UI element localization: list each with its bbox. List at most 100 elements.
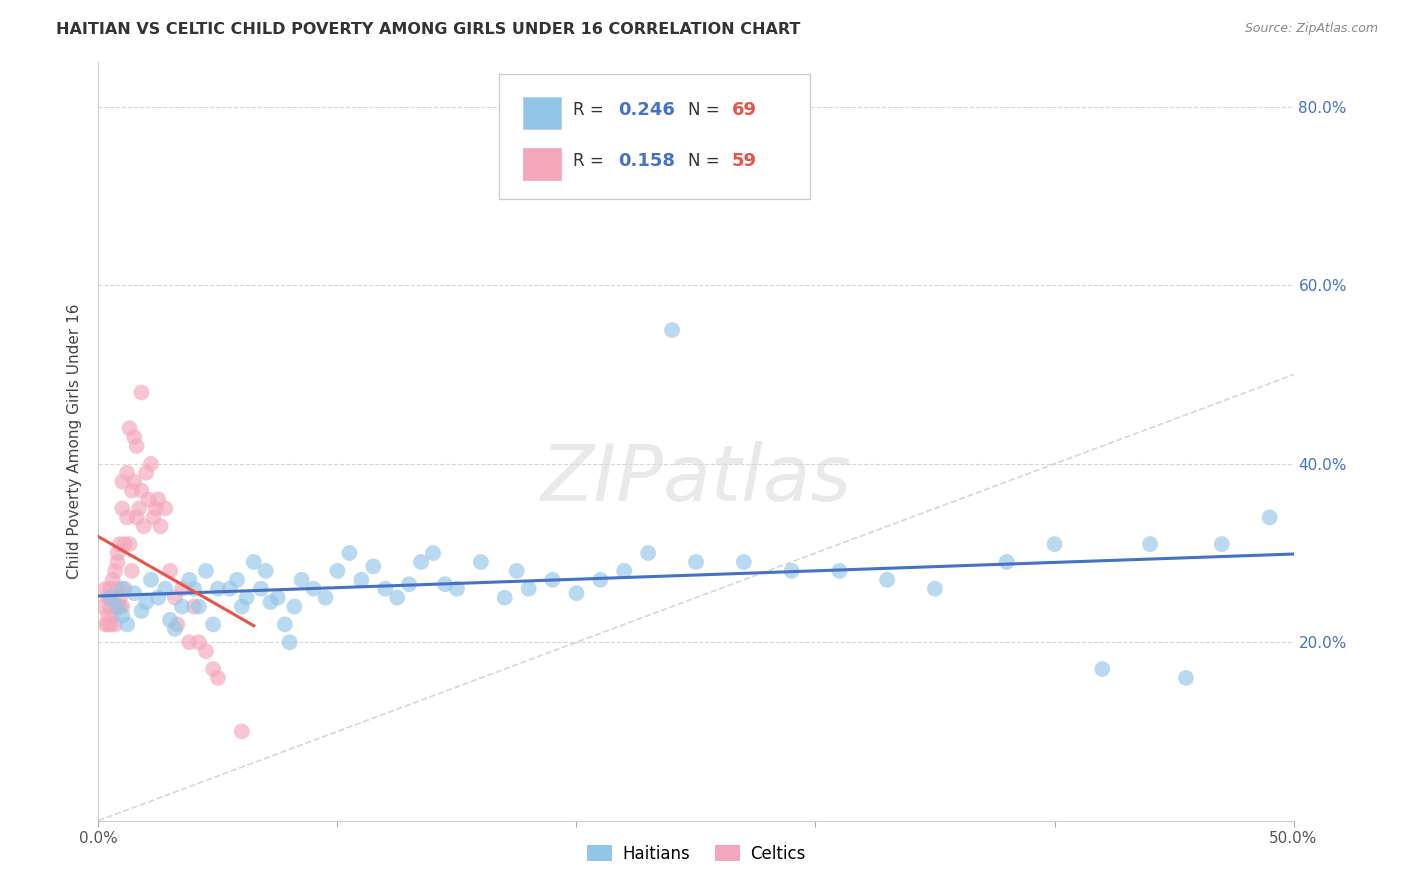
Point <box>828 564 851 578</box>
Point <box>243 555 266 569</box>
Point <box>202 662 225 676</box>
Point <box>637 546 659 560</box>
Point <box>278 635 301 649</box>
Point <box>145 501 167 516</box>
Point <box>124 586 146 600</box>
Point <box>733 555 755 569</box>
Point <box>107 555 129 569</box>
Y-axis label: Child Poverty Among Girls Under 16: Child Poverty Among Girls Under 16 <box>67 304 83 579</box>
Point <box>163 622 186 636</box>
Point <box>302 582 325 596</box>
Point <box>98 591 122 605</box>
Point <box>434 577 457 591</box>
Point <box>111 501 134 516</box>
Text: HAITIAN VS CELTIC CHILD POVERTY AMONG GIRLS UNDER 16 CORRELATION CHART: HAITIAN VS CELTIC CHILD POVERTY AMONG GI… <box>56 22 800 37</box>
Point <box>138 492 160 507</box>
Point <box>108 591 131 605</box>
Point <box>207 671 229 685</box>
Point <box>995 555 1018 569</box>
Point <box>104 599 127 614</box>
Point <box>231 599 253 614</box>
Point <box>121 564 143 578</box>
Point <box>195 644 218 658</box>
Point <box>124 430 146 444</box>
Point <box>94 582 117 596</box>
Text: R =: R = <box>572 152 609 170</box>
Point <box>274 617 297 632</box>
FancyBboxPatch shape <box>523 97 561 129</box>
Point <box>226 573 249 587</box>
Point <box>104 564 127 578</box>
Point <box>131 483 153 498</box>
Point <box>163 591 186 605</box>
Point <box>385 591 409 605</box>
Point <box>111 608 134 623</box>
Point <box>125 510 148 524</box>
Point <box>374 582 396 596</box>
Point <box>149 519 172 533</box>
Point <box>661 323 683 337</box>
Point <box>118 421 141 435</box>
Point <box>139 457 162 471</box>
Point <box>128 501 150 516</box>
Point <box>172 599 194 614</box>
Point <box>179 573 201 587</box>
Text: R =: R = <box>572 101 609 120</box>
Point <box>148 591 170 605</box>
Point <box>250 582 273 596</box>
Point <box>589 573 612 587</box>
Point <box>91 599 114 614</box>
Point <box>1139 537 1161 551</box>
Text: 0.158: 0.158 <box>619 152 675 170</box>
FancyBboxPatch shape <box>523 148 561 180</box>
Point <box>107 546 129 560</box>
Point <box>107 582 129 596</box>
Point <box>108 599 131 614</box>
Point <box>132 519 155 533</box>
Point <box>565 586 588 600</box>
Point <box>202 617 225 632</box>
Point <box>1211 537 1233 551</box>
Point <box>315 591 337 605</box>
Point <box>183 599 205 614</box>
Point <box>267 591 290 605</box>
Point <box>1175 671 1198 685</box>
Point <box>1258 510 1281 524</box>
Point <box>1091 662 1114 676</box>
Point <box>115 466 138 480</box>
Text: ZIPatlas: ZIPatlas <box>540 442 852 517</box>
Point <box>98 599 122 614</box>
Point <box>398 577 420 591</box>
Point <box>115 617 138 632</box>
Point <box>131 604 153 618</box>
Point <box>685 555 707 569</box>
Legend: Haitians, Celtics: Haitians, Celtics <box>581 838 811 869</box>
Point <box>125 439 148 453</box>
Point <box>339 546 361 560</box>
Point <box>235 591 257 605</box>
Point <box>118 537 141 551</box>
Point <box>291 573 314 587</box>
Point <box>541 573 564 587</box>
Point <box>111 475 134 489</box>
Point <box>148 492 170 507</box>
Text: Source: ZipAtlas.com: Source: ZipAtlas.com <box>1244 22 1378 36</box>
Point <box>924 582 946 596</box>
Point <box>97 608 120 623</box>
Point <box>104 617 127 632</box>
Point <box>446 582 468 596</box>
Point <box>876 573 898 587</box>
Point <box>254 564 277 578</box>
Point <box>94 617 117 632</box>
FancyBboxPatch shape <box>499 74 810 199</box>
Point <box>97 591 120 605</box>
Point <box>124 475 146 489</box>
Point <box>115 510 138 524</box>
Point <box>114 537 136 551</box>
Point <box>179 635 201 649</box>
Point <box>101 591 124 605</box>
Text: 0.246: 0.246 <box>619 101 675 120</box>
Point <box>155 501 177 516</box>
Point <box>326 564 349 578</box>
Point <box>517 582 540 596</box>
